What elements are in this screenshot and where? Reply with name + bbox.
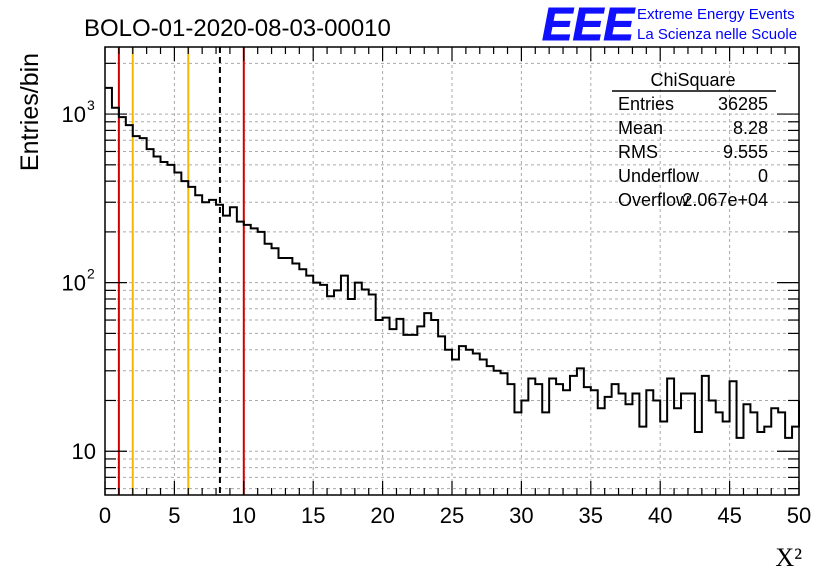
vertical-lines: [117, 47, 245, 495]
y-axis-label: Entries/bin: [16, 53, 44, 171]
logo-line2: La Scienza nelle Scuole: [637, 26, 797, 43]
stats-label: Mean: [618, 118, 663, 138]
x-tick-labels: 0 5 10 15 20 25 30 35 40 45 50: [99, 503, 811, 528]
stats-value: 8.28: [733, 118, 768, 138]
x-tick-label: 45: [717, 503, 741, 528]
x-tick-label: 40: [648, 503, 672, 528]
x-tick-label: 50: [787, 503, 811, 528]
stats-label: Entries: [618, 94, 674, 114]
stats-title: ChiSquare: [650, 70, 735, 90]
axis-ticks: [104, 47, 800, 495]
y-tick-label: 10: [62, 271, 86, 296]
eee-logo: EEE Extreme Energy Events La Scienza nel…: [542, 0, 798, 51]
x-tick-label: 35: [579, 503, 603, 528]
stats-label: Overflow: [618, 190, 690, 210]
stats-value: 36285: [718, 94, 768, 114]
x-axis-label: X²: [775, 543, 802, 572]
x-tick-label: 5: [168, 503, 180, 528]
chart-title: BOLO-01-2020-08-03-00010: [84, 15, 391, 42]
stats-value: 0: [758, 166, 768, 186]
x-tick-label: 15: [301, 503, 325, 528]
stats-value: 9.555: [723, 142, 768, 162]
x-tick-label: 20: [370, 503, 394, 528]
logo-mark: EEE: [542, 0, 635, 50]
stats-value: 2.067e+04: [682, 190, 768, 210]
x-tick-label: 25: [440, 503, 464, 528]
y-tick-exponent: 3: [87, 97, 95, 113]
x-tick-label: 0: [99, 503, 111, 528]
stats-box: ChiSquare Entries 36285 Mean 8.28 RMS 9.555 Un…: [612, 70, 776, 210]
logo-line1: Extreme Energy Events: [637, 6, 795, 23]
stats-label: Underflow: [618, 166, 700, 186]
y-tick-label: 10: [62, 102, 86, 127]
y-tick-label: 10: [72, 439, 96, 464]
stats-label: RMS: [618, 142, 658, 162]
x-tick-label: 30: [509, 503, 533, 528]
y-tick-exponent: 2: [87, 266, 95, 282]
x-tick-label: 10: [232, 503, 256, 528]
histogram-line: [105, 86, 800, 439]
